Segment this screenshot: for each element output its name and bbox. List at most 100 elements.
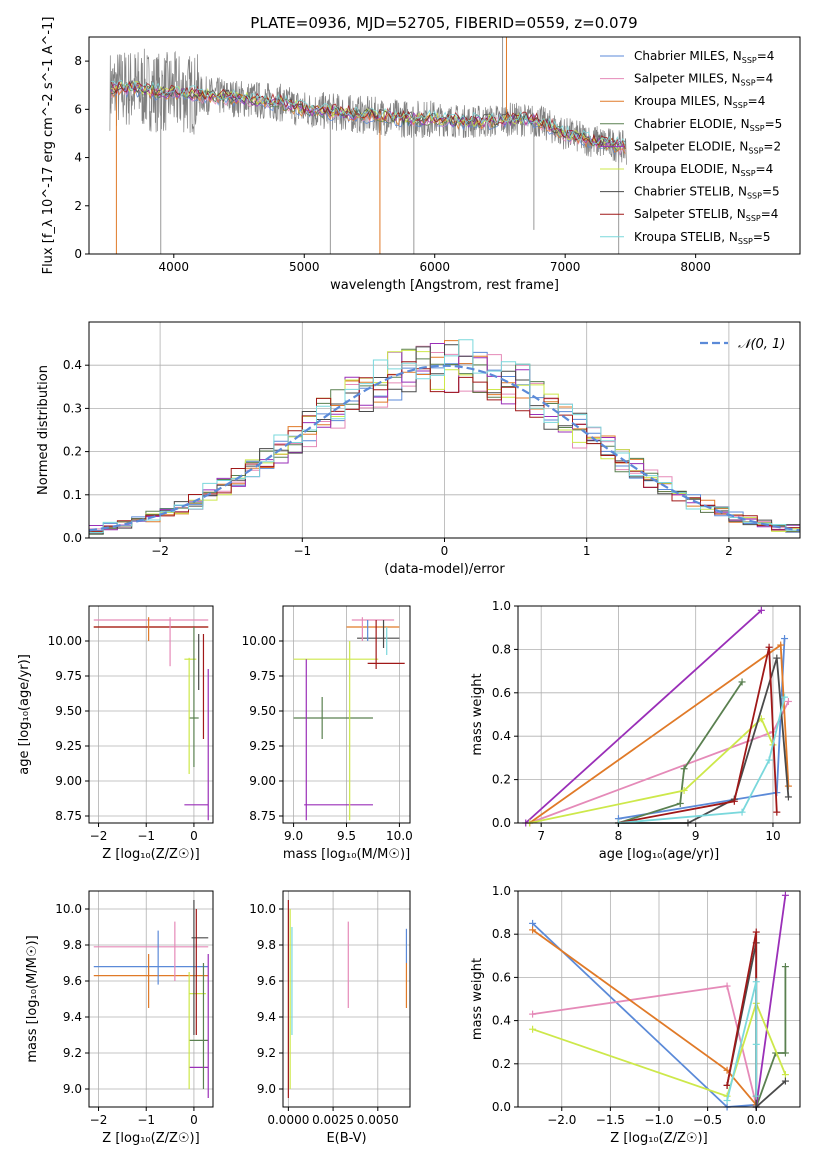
axes-frame xyxy=(88,36,801,255)
y-tick-label: 9.0 xyxy=(63,1082,82,1096)
x-tick-label: −1.5 xyxy=(596,1113,625,1127)
x-axis-label: age [log₁₀(age/yr)] xyxy=(599,847,720,862)
legend-entry: 𝒩(0, 1) xyxy=(738,337,785,352)
series-line xyxy=(618,681,743,824)
plot-area xyxy=(93,617,209,821)
residual-histogram xyxy=(89,339,800,533)
x-tick-label: 7000 xyxy=(550,260,581,274)
chart-age_vs_mass: 9.0 9.5 10.0 8.75 9.00 9.25 9.50 9.75 10.00 mass … xyxy=(242,605,413,862)
y-tick-label: 0.8 xyxy=(492,642,511,656)
x-tick-label: −2.0 xyxy=(547,1113,576,1127)
series-line xyxy=(618,647,778,824)
x-axis-label: (data-model)/error xyxy=(384,562,505,577)
chart-residuals: −2 −1 0 1 2 0.0 0.1 0.2 0.3 0.4 (data-model)/error… xyxy=(36,321,801,577)
legend-entry: Kroupa ELODIE, NSSP=4 xyxy=(634,162,773,178)
y-tick-label: 0.4 xyxy=(492,729,511,743)
plot-area xyxy=(93,900,209,1098)
x-tick-label: 0 xyxy=(441,544,449,558)
y-axis-label: Flux [f_λ 10^-17 erg cm^-2 s^-1 A^-1] xyxy=(41,17,56,275)
plot-area xyxy=(88,339,801,535)
x-axis-label: Z [log₁₀(Z/Z☉)] xyxy=(102,1131,199,1146)
x-tick-label: 9.5 xyxy=(337,829,356,843)
y-tick-label: 9.25 xyxy=(249,739,276,753)
x-tick-label: −0.5 xyxy=(693,1113,722,1127)
chart-mass_vs_Z: −2 −1 0 9.0 9.2 9.4 9.6 9.8 10.0 Z [log₁₀(Z/Z☉)] m… xyxy=(25,890,214,1146)
y-tick-label: 9.25 xyxy=(55,739,82,753)
x-tick-label: −2 xyxy=(90,1113,108,1127)
chart-age_vs_Z: −2 −1 0 8.75 9.00 9.25 9.50 9.75 10.00 Z [log₁₀(Z… xyxy=(17,605,214,862)
chart-massweight_vs_age: 7 8 9 10 0.0 0.2 0.4 0.6 0.8 1.0 age [log₁₀(age/yr… xyxy=(470,599,801,862)
y-tick-label: 9.8 xyxy=(63,938,82,952)
series-line xyxy=(529,701,790,824)
x-tick-label: −1 xyxy=(293,544,311,558)
y-tick-label: 2 xyxy=(74,199,82,213)
y-tick-label: 9.00 xyxy=(249,774,276,788)
y-tick-label: 9.4 xyxy=(257,1010,276,1024)
y-tick-label: 0.3 xyxy=(63,401,82,415)
y-tick-label: 8.75 xyxy=(249,809,276,823)
y-tick-label: 0.6 xyxy=(492,686,511,700)
legend-entry: Salpeter STELIB, NSSP=4 xyxy=(634,207,778,223)
x-tick-label: 0.0050 xyxy=(357,1113,399,1127)
x-tick-label: 0.0000 xyxy=(267,1113,309,1127)
axes-frame xyxy=(517,605,801,824)
plot-area xyxy=(529,891,789,1111)
plot-area xyxy=(287,900,408,1098)
legend-entry: Salpeter ELODIE, NSSP=2 xyxy=(634,139,781,155)
y-tick-label: 0.0 xyxy=(492,1100,511,1114)
y-tick-label: 9.00 xyxy=(55,774,82,788)
y-tick-label: 4 xyxy=(74,151,82,165)
x-tick-label: −2 xyxy=(151,544,169,558)
x-axis-label: Z [log₁₀(Z/Z☉)] xyxy=(610,1131,707,1146)
x-tick-label: 8000 xyxy=(680,260,711,274)
y-tick-label: 0.8 xyxy=(492,927,511,941)
series-line xyxy=(532,984,758,1106)
series-line xyxy=(755,895,787,1108)
y-tick-label: 0 xyxy=(74,247,82,261)
x-tick-label: −2 xyxy=(90,829,108,843)
x-tick-label: 9.0 xyxy=(284,829,303,843)
y-tick-label: 0.0 xyxy=(492,816,511,830)
figure-title: PLATE=0936, MJD=52705, FIBERID=0559, z=0… xyxy=(250,14,637,32)
series-line xyxy=(755,966,787,1108)
y-tick-label: 9.75 xyxy=(249,669,276,683)
x-tick-label: 6000 xyxy=(419,260,450,274)
legend-entry: Chabrier ELODIE, NSSP=5 xyxy=(634,117,782,133)
legend-entry: Chabrier STELIB, NSSP=5 xyxy=(634,185,780,201)
y-tick-label: 9.2 xyxy=(63,1046,82,1060)
legend-entry: Chabrier MILES, NSSP=4 xyxy=(634,49,774,65)
x-tick-label: −1 xyxy=(137,1113,155,1127)
y-tick-label: 0.4 xyxy=(63,358,82,372)
y-tick-label: 8.75 xyxy=(55,809,82,823)
series-line xyxy=(525,609,763,824)
axes-frame xyxy=(88,890,214,1108)
y-tick-label: 9.2 xyxy=(257,1046,276,1060)
model-fit-line xyxy=(110,85,626,156)
y-tick-label: 6 xyxy=(74,102,82,116)
y-tick-label: 9.50 xyxy=(55,704,82,718)
x-tick-label: 10 xyxy=(765,829,780,843)
y-tick-label: 9.6 xyxy=(257,974,276,988)
series-line xyxy=(532,1000,787,1098)
y-tick-label: 0.1 xyxy=(63,488,82,502)
spectrum-legend: Chabrier MILES, NSSP=4 Salpeter MILES, NS… xyxy=(600,49,782,246)
y-axis-label: mass [log₁₀(M/M☉)] xyxy=(25,935,40,1062)
x-tick-label: 0.0 xyxy=(747,1113,766,1127)
series-line xyxy=(726,981,758,1101)
y-tick-label: 9.8 xyxy=(257,938,276,952)
y-tick-label: 9.75 xyxy=(55,669,82,683)
x-tick-label: 7 xyxy=(537,829,545,843)
y-tick-label: 0.6 xyxy=(492,970,511,984)
y-tick-label: 1.0 xyxy=(492,884,511,898)
model-fit-line xyxy=(111,80,626,149)
data-spectrum-line xyxy=(109,48,627,165)
x-tick-label: 0 xyxy=(190,829,198,843)
y-tick-label: 9.4 xyxy=(63,1010,82,1024)
legend-entry: Kroupa MILES, NSSP=4 xyxy=(634,94,765,110)
y-tick-label: 10.00 xyxy=(48,634,82,648)
y-tick-label: 8 xyxy=(74,54,82,68)
y-axis-label: mass weight xyxy=(470,958,485,1040)
x-tick-label: −1 xyxy=(137,829,155,843)
plot-area xyxy=(293,617,405,821)
